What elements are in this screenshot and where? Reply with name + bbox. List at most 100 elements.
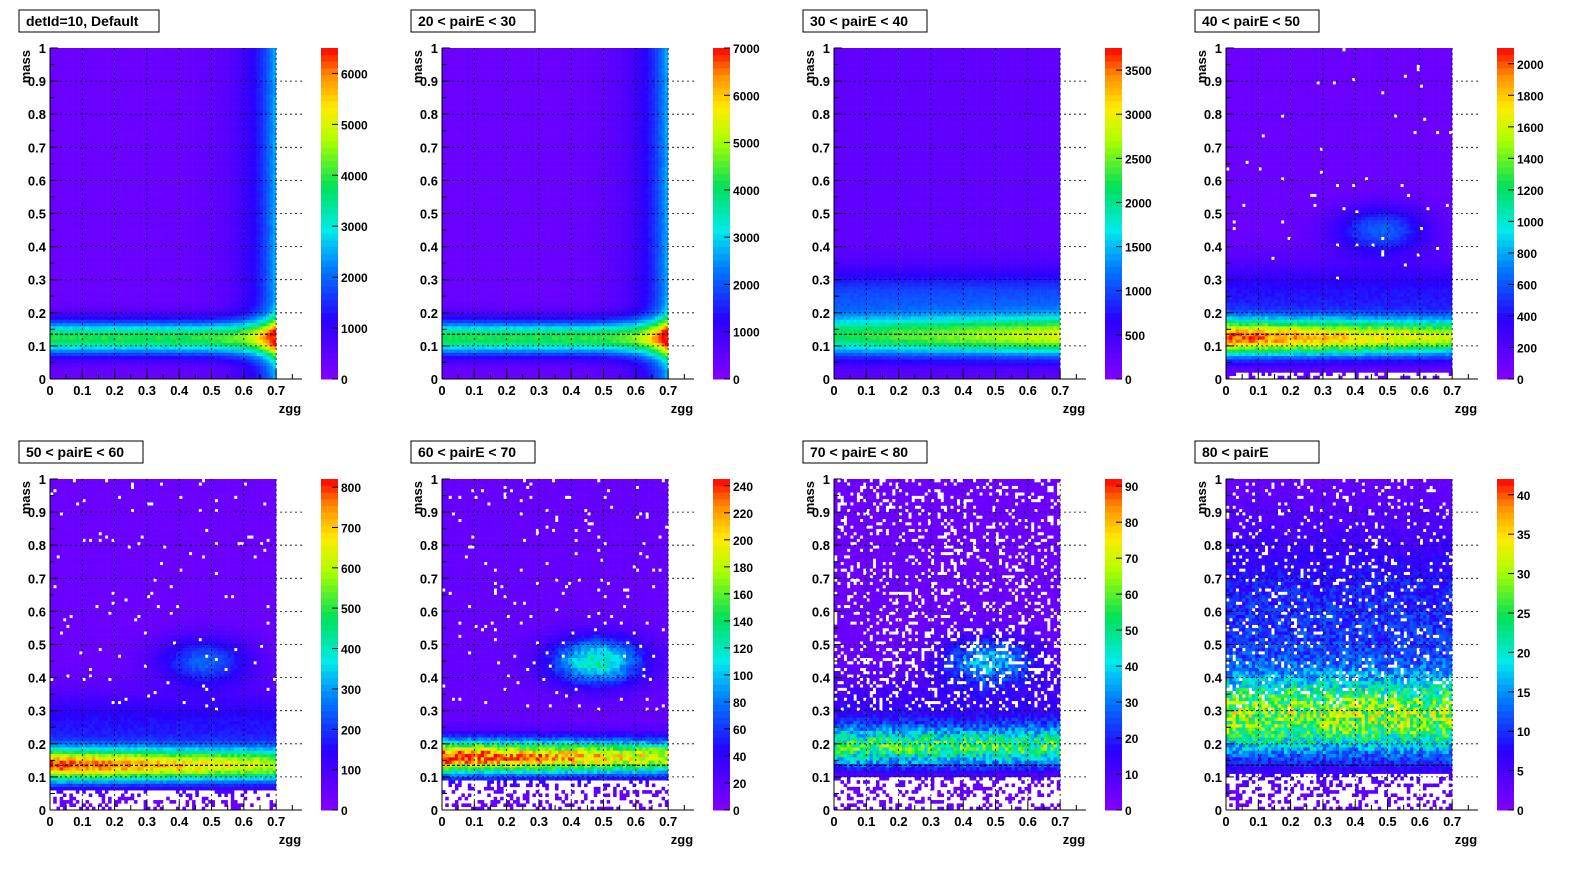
heatmap-cell bbox=[75, 74, 80, 79]
heatmap-cell bbox=[133, 362, 138, 367]
heatmap-cell bbox=[62, 312, 67, 317]
heatmap-cell bbox=[85, 187, 90, 191]
heatmap-cell bbox=[124, 210, 128, 214]
heatmap-cell bbox=[182, 355, 186, 360]
heatmap-cell bbox=[169, 352, 173, 357]
heatmap-cell bbox=[163, 187, 167, 191]
heatmap-cell bbox=[195, 67, 199, 72]
heatmap-cell bbox=[140, 193, 144, 198]
heatmap-cell bbox=[121, 249, 125, 254]
heatmap-cell bbox=[98, 206, 102, 211]
heatmap-cell bbox=[79, 259, 83, 264]
heatmap-cell bbox=[185, 326, 190, 330]
heatmap-cell bbox=[98, 213, 102, 218]
heatmap-cell bbox=[130, 279, 135, 284]
heatmap-cell bbox=[101, 57, 106, 62]
heatmap-cell bbox=[192, 206, 196, 211]
heatmap-cell bbox=[153, 180, 157, 185]
heatmap-cell bbox=[188, 77, 193, 82]
heatmap-cell bbox=[133, 130, 138, 135]
heatmap-cell bbox=[62, 167, 67, 171]
heatmap-cell bbox=[53, 306, 57, 310]
heatmap-cell bbox=[185, 292, 190, 297]
heatmap-cell bbox=[188, 263, 193, 267]
heatmap-cell bbox=[53, 130, 57, 135]
heatmap-cell bbox=[104, 220, 109, 224]
heatmap-cell bbox=[66, 206, 70, 211]
heatmap-cell bbox=[50, 190, 54, 194]
heatmap-cell bbox=[179, 266, 183, 271]
heatmap-cell bbox=[185, 187, 190, 191]
heatmap-cell bbox=[179, 319, 183, 324]
heatmap-cell bbox=[150, 183, 154, 188]
heatmap-cell bbox=[111, 67, 115, 72]
heatmap-cell bbox=[56, 362, 60, 367]
heatmap-cell bbox=[208, 124, 212, 128]
heatmap-cell bbox=[188, 213, 193, 218]
heatmap-cell bbox=[143, 187, 148, 191]
heatmap-cell bbox=[79, 107, 83, 112]
heatmap-cell bbox=[111, 289, 115, 294]
heatmap-cell bbox=[188, 223, 193, 228]
heatmap-cell bbox=[192, 279, 196, 284]
heatmap-cell bbox=[150, 51, 154, 55]
heatmap-cell bbox=[114, 349, 119, 353]
heatmap-cell bbox=[62, 187, 67, 191]
heatmap-cell bbox=[121, 124, 125, 128]
heatmap-cell bbox=[188, 190, 193, 194]
heatmap-cell bbox=[159, 170, 164, 175]
heatmap-cell bbox=[117, 84, 122, 89]
heatmap-cell bbox=[59, 134, 64, 138]
heatmap-cell bbox=[111, 163, 115, 168]
heatmap-cell bbox=[179, 329, 183, 333]
heatmap-cell bbox=[88, 292, 93, 297]
heatmap-cell bbox=[91, 220, 96, 224]
heatmap-cell bbox=[101, 352, 106, 357]
heatmap-cell bbox=[62, 104, 67, 108]
heatmap-cell bbox=[95, 190, 99, 194]
heatmap-cell bbox=[140, 365, 144, 370]
heatmap-cell bbox=[66, 134, 70, 138]
heatmap-cell bbox=[130, 369, 135, 373]
heatmap-cell bbox=[101, 71, 106, 75]
heatmap-cell bbox=[156, 190, 161, 194]
heatmap-cell bbox=[98, 230, 102, 234]
heatmap-cell bbox=[175, 77, 180, 82]
heatmap-cell bbox=[59, 292, 64, 297]
heatmap-cell bbox=[66, 283, 70, 287]
heatmap-cell bbox=[163, 233, 167, 237]
heatmap-cell bbox=[208, 180, 212, 185]
heatmap-cell bbox=[156, 167, 161, 171]
heatmap-cell bbox=[69, 74, 73, 79]
heatmap-cell bbox=[156, 67, 161, 72]
heatmap-cell bbox=[156, 292, 161, 297]
heatmap-cell bbox=[108, 160, 112, 165]
heatmap-cell bbox=[69, 87, 73, 92]
heatmap-cell bbox=[117, 206, 122, 211]
heatmap-cell bbox=[208, 355, 212, 360]
heatmap-cell bbox=[98, 134, 102, 138]
heatmap-cell bbox=[146, 104, 151, 108]
heatmap-cell bbox=[108, 81, 112, 85]
heatmap-cell bbox=[169, 239, 173, 244]
heatmap-cell bbox=[133, 48, 138, 52]
heatmap-cell bbox=[195, 220, 199, 224]
heatmap-cell bbox=[143, 130, 148, 135]
heatmap-cell bbox=[150, 342, 154, 347]
heatmap-cell bbox=[163, 120, 167, 125]
heatmap-cell bbox=[175, 183, 180, 188]
heatmap-cell bbox=[101, 263, 106, 267]
heatmap-cell bbox=[98, 239, 102, 244]
heatmap-cell bbox=[53, 253, 57, 257]
heatmap-cell bbox=[137, 246, 141, 251]
heatmap-cell bbox=[198, 226, 203, 231]
heatmap-cell bbox=[130, 196, 135, 201]
heatmap-cell bbox=[111, 77, 115, 82]
heatmap-cell bbox=[133, 213, 138, 218]
heatmap-cell bbox=[79, 100, 83, 105]
heatmap-cell bbox=[53, 180, 57, 185]
heatmap-cell bbox=[50, 160, 54, 165]
heatmap-cell bbox=[85, 203, 90, 208]
heatmap-cell bbox=[192, 210, 196, 214]
heatmap-cell bbox=[143, 81, 148, 85]
